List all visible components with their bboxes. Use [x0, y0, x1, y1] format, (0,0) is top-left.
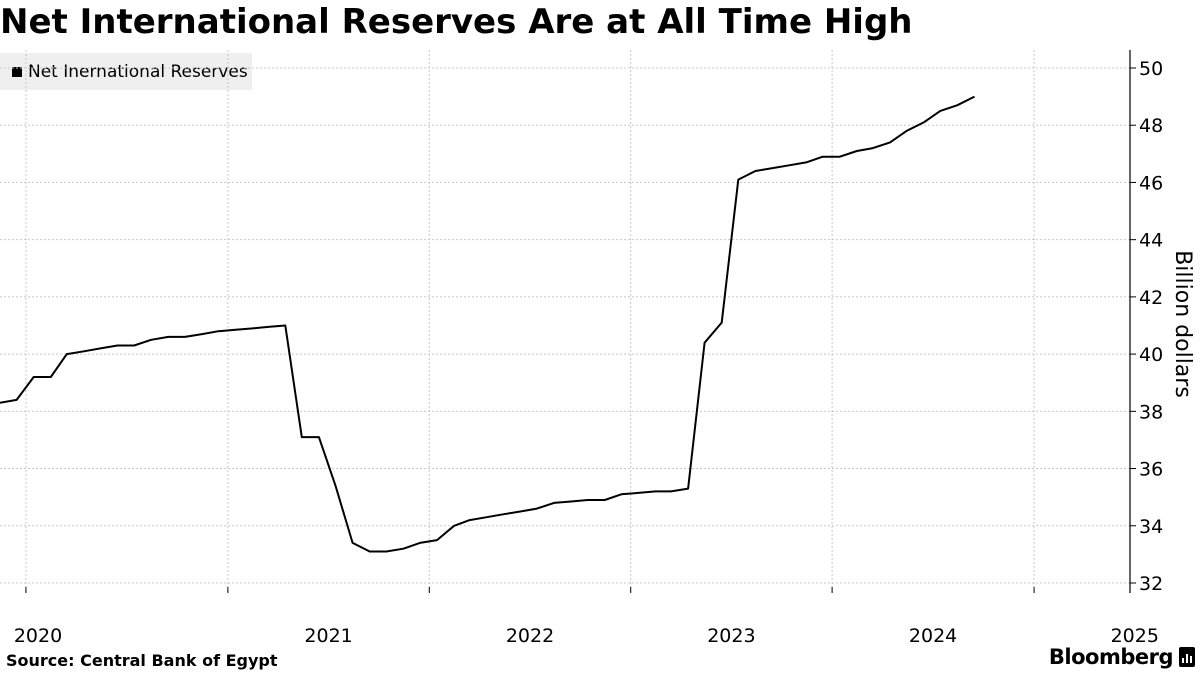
y-tick-label: 36 [1139, 459, 1163, 481]
x-tick-label: 2025 [1111, 625, 1159, 647]
brand: Bloomberg [1049, 645, 1195, 669]
chart-title: Net International Reserves Are at All Ti… [0, 2, 913, 42]
y-tick-label: 32 [1139, 573, 1163, 595]
brand-name: Bloomberg [1048, 645, 1174, 669]
series-group [0, 95, 975, 553]
x-axis: 2020 2021 2022 2023 2024 2025 [14, 587, 1159, 647]
y-tick-label: 42 [1139, 287, 1163, 309]
y-tick-label: 50 [1139, 58, 1163, 80]
legend-label: Net Inernational Reserves [28, 61, 248, 82]
x-tick-label: 2024 [909, 625, 957, 647]
y-tick-label: 40 [1139, 344, 1163, 366]
y-axis-label: Billion dollars [1170, 250, 1195, 398]
x-tick-label: 2021 [304, 625, 352, 647]
x-tick-label: 2023 [707, 625, 755, 647]
source-note: Source: Central Bank of Egypt [6, 651, 278, 670]
y-tick-label: 46 [1139, 172, 1163, 194]
x-tick-label: 2022 [506, 625, 554, 647]
y-tick-label: 44 [1139, 230, 1163, 252]
legend: Net Inernational Reserves [0, 53, 252, 90]
legend-swatch [12, 66, 22, 77]
bloomberg-terminal-icon [1179, 647, 1195, 667]
y-tick-label: 48 [1139, 115, 1163, 137]
y-tick-label: 38 [1139, 401, 1163, 423]
grid-lines [0, 50, 1130, 593]
series-line [0, 95, 975, 553]
x-tick-label: 2020 [14, 625, 62, 647]
y-tick-label: 34 [1139, 516, 1163, 538]
y-axis: 32 34 36 38 40 42 44 46 48 50 [1129, 50, 1163, 595]
